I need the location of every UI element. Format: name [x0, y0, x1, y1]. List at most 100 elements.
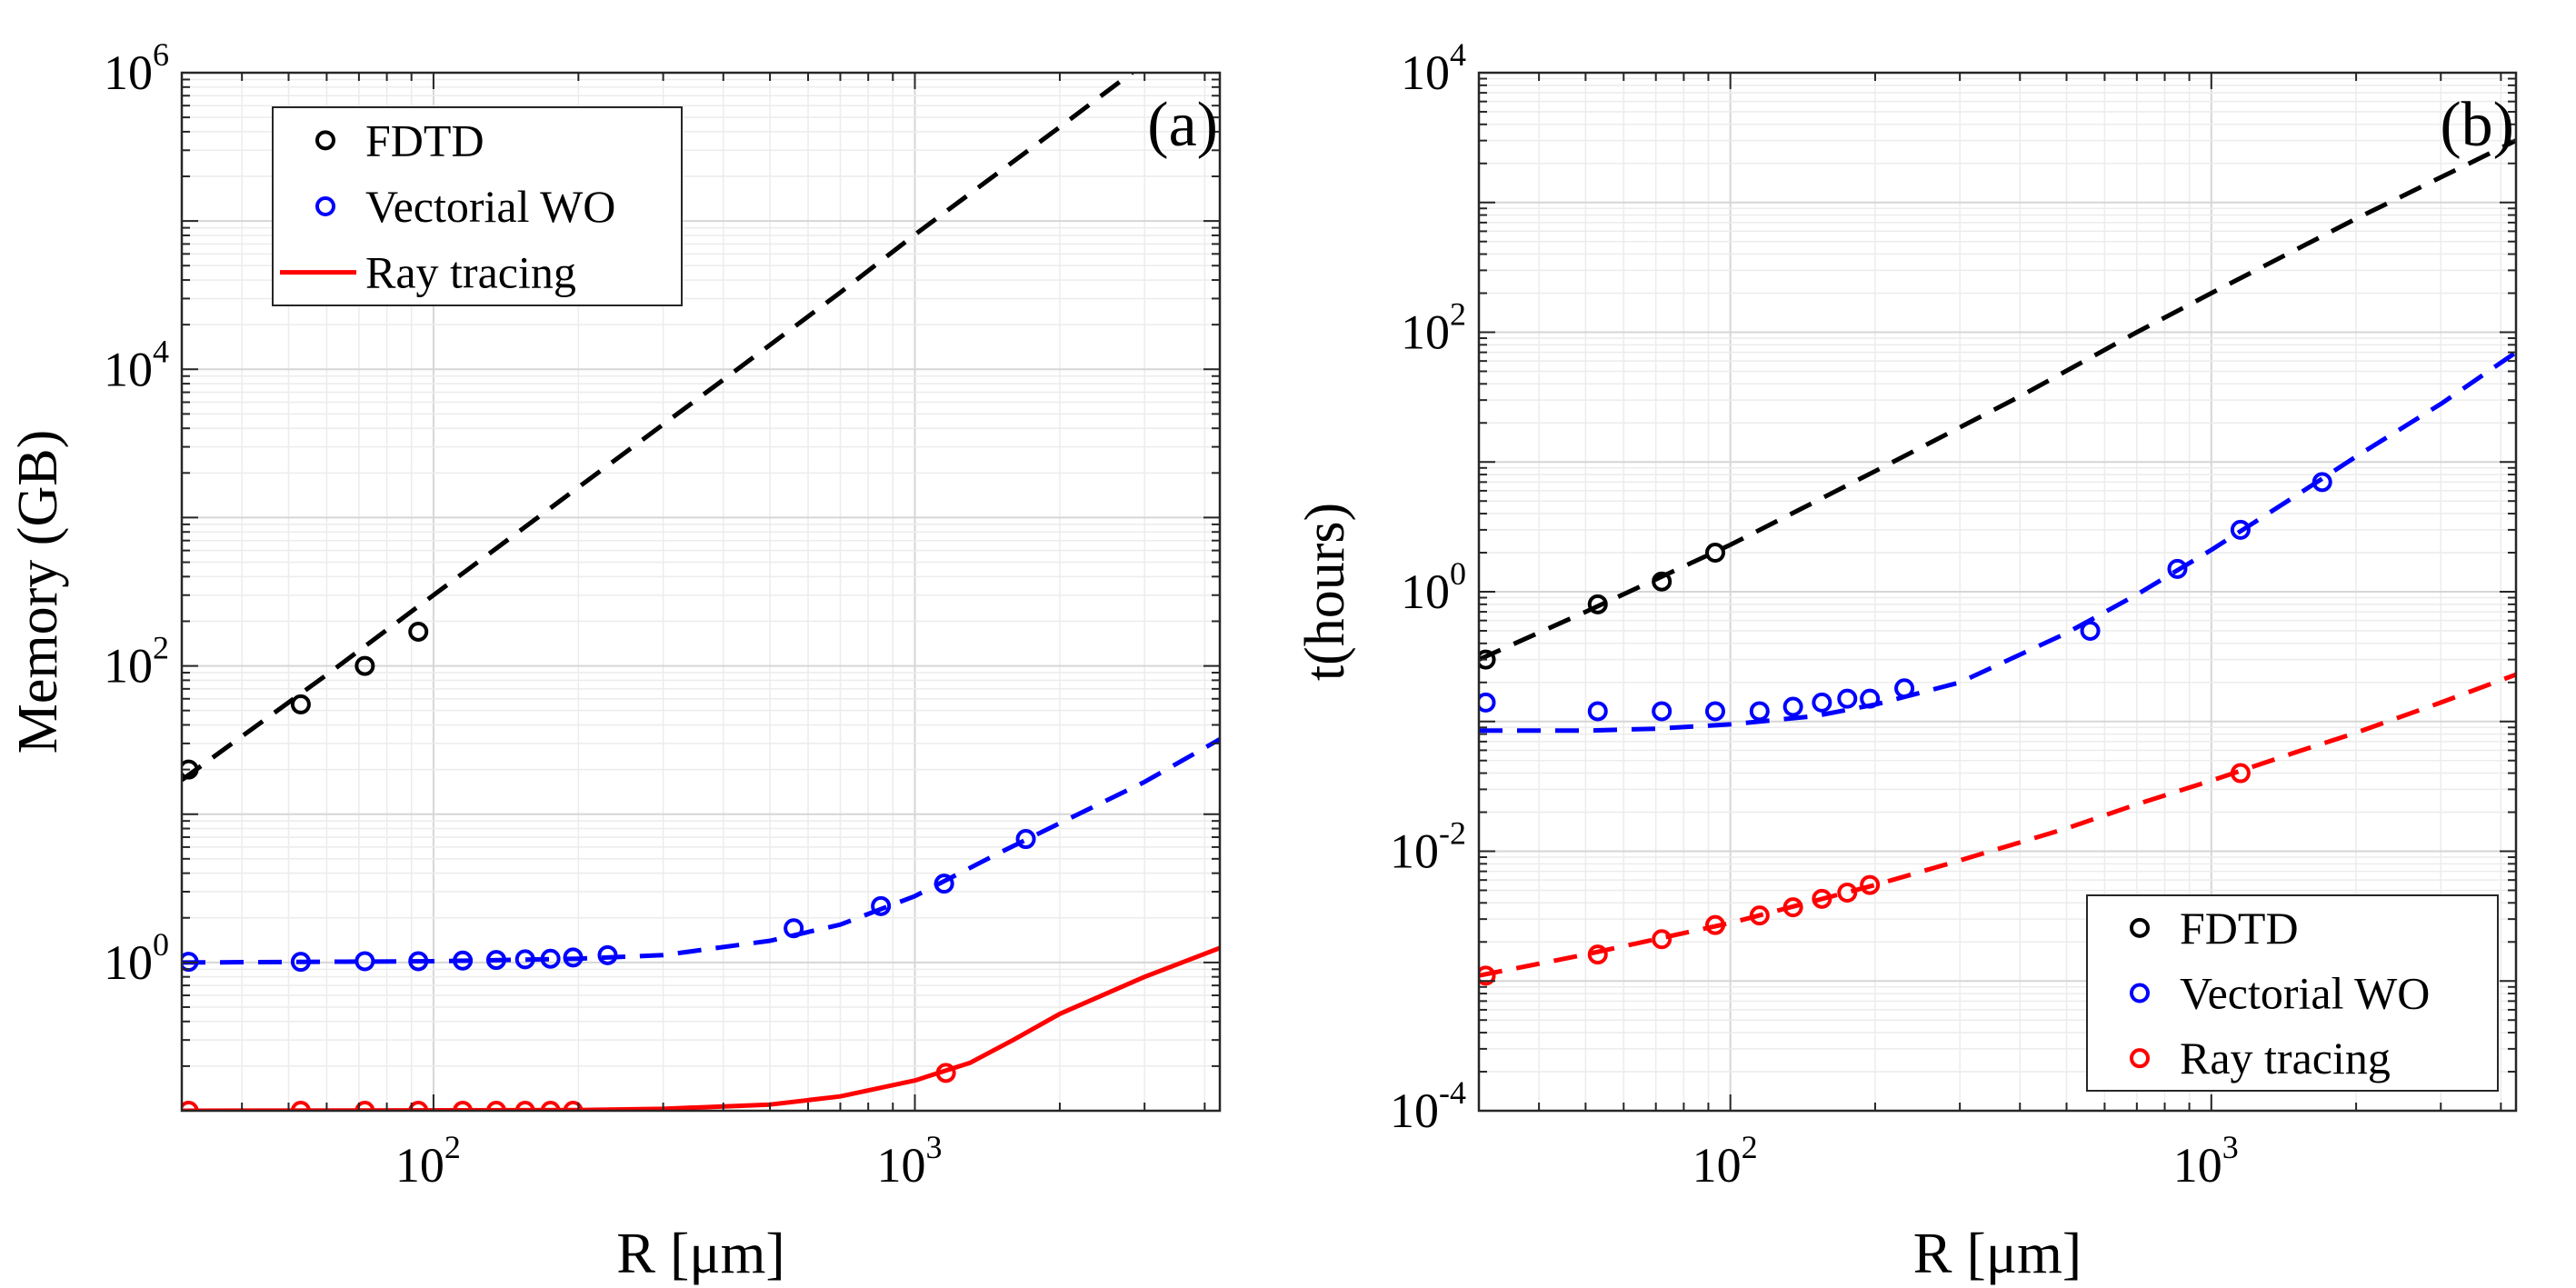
y-tick-base: 10 [1401, 45, 1450, 100]
vectorial-wo-point [453, 950, 474, 971]
legend-ray-tracing-label: Ray tracing [365, 247, 576, 298]
ray-tracing-point [408, 1101, 429, 1111]
x-tick-exponent: 2 [444, 1129, 461, 1165]
vectorial-wo-point [1749, 701, 1770, 722]
ray-tracing-point [1479, 965, 1496, 986]
vectorial-wo-point [540, 948, 561, 969]
ray-tracing-fit-line [182, 945, 1220, 1111]
fdtd-point [1479, 649, 1496, 670]
x-tick-label: 102 [1692, 1129, 1758, 1193]
x-tick-base: 10 [1692, 1138, 1742, 1193]
ray-tracing-point [1652, 929, 1672, 950]
vectorial-wo-point [1704, 701, 1725, 722]
legend-fdtd-label: FDTD [365, 115, 484, 165]
ray-tracing-point [1587, 944, 1608, 965]
vectorial-wo-point [1860, 688, 1881, 709]
y-tick-label: 104 [1401, 36, 1466, 100]
y-axis-label: t(hours) [1294, 503, 1356, 681]
vectorial-wo-point [2167, 558, 2188, 579]
legend-vectorial-wo-marker [315, 196, 335, 216]
y-tick-label: 106 [104, 36, 169, 100]
y-tick-exponent: -4 [1439, 1074, 1466, 1111]
ray-tracing-point [485, 1101, 506, 1111]
legend-ray-tracing-label: Ray tracing [2180, 1033, 2391, 1083]
y-tick-base: 10 [104, 935, 153, 990]
fdtd-point [1704, 543, 1725, 564]
vectorial-wo-point [1015, 829, 1036, 850]
vectorial-wo-point [2080, 620, 2101, 641]
y-tick-base: 10 [104, 45, 153, 100]
ray-tracing-point [1704, 914, 1725, 935]
legend-box [2086, 894, 2499, 1092]
legend-fdtd-label: FDTD [2180, 903, 2299, 954]
tick-marks [1478, 72, 2516, 1112]
grid [1478, 72, 2516, 1112]
vectorial-wo-fit-line [1479, 350, 2516, 734]
y-tick-label: 102 [104, 630, 169, 694]
ray-tracing-point [290, 1101, 311, 1111]
plot-area [1479, 138, 2516, 986]
x-tick-exponent: 3 [2222, 1129, 2239, 1165]
y-tick-exponent: 0 [1450, 555, 1466, 592]
vectorial-wo-point [597, 944, 618, 965]
vectorial-wo-point [354, 951, 375, 972]
legend-fdtd-marker [315, 130, 335, 151]
axes-box [180, 71, 1222, 1113]
fdtd-point [1652, 571, 1672, 592]
legend: FDTD Vectorial WO Ray tracing [2086, 894, 2499, 1092]
x-tick-exponent: 3 [926, 1129, 943, 1165]
vectorial-wo-fit-line [182, 737, 1220, 965]
vectorial-wo-point [1812, 692, 1832, 713]
y-tick-label: 100 [104, 926, 169, 990]
x-tick-exponent: 2 [1742, 1129, 1758, 1165]
y-axis-label: Memory (GB) [7, 430, 69, 754]
vectorial-wo-point [1652, 701, 1672, 722]
ray-tracing-point [514, 1101, 535, 1111]
fdtd-point [1587, 594, 1608, 614]
fdtd-fit-line [182, 73, 1136, 783]
ray-tracing-point [1782, 897, 1803, 918]
vectorial-wo-point [485, 950, 506, 971]
legend-vectorial-wo-label: Vectorial WO [365, 181, 615, 232]
x-tick-base: 10 [395, 1138, 444, 1193]
y-tick-base: 10 [104, 639, 153, 694]
y-tick-exponent: 2 [1450, 296, 1466, 333]
legend-vectorial-wo-marker [2130, 983, 2150, 1003]
ray-tracing-point [182, 1101, 199, 1111]
fdtd-point [354, 655, 375, 676]
vectorial-wo-point [1479, 692, 1496, 713]
vectorial-wo-point [408, 951, 429, 972]
vectorial-wo-point [934, 874, 954, 894]
legend-vectorial-wo-label: Vectorial WO [2180, 968, 2430, 1019]
ray-tracing-point [453, 1101, 474, 1111]
x-tick-label: 103 [2173, 1129, 2239, 1193]
y-tick-exponent: 4 [1450, 36, 1466, 73]
vectorial-wo-point [1894, 678, 1915, 699]
y-tick-exponent: 0 [153, 926, 169, 963]
x-tick-base: 10 [877, 1138, 926, 1193]
y-tick-label: 104 [104, 333, 169, 396]
legend-fdtd-marker [2130, 917, 2150, 938]
y-tick-label: 102 [1401, 296, 1466, 360]
fdtd-point [182, 759, 199, 780]
x-tick-label: 102 [395, 1129, 461, 1193]
x-axis-label: R [μm] [616, 1221, 784, 1285]
y-tick-label: 10-2 [1390, 815, 1466, 879]
vectorial-wo-point [1837, 688, 1858, 709]
vectorial-wo-point [2311, 472, 2332, 493]
y-tick-exponent: 2 [153, 630, 169, 666]
ray-tracing-point [563, 1101, 584, 1111]
y-tick-label: 100 [1401, 555, 1466, 619]
y-tick-base: 10 [1401, 305, 1450, 360]
panel-label: (a) [1147, 90, 1218, 160]
y-tick-label: 10-4 [1390, 1074, 1466, 1138]
fdtd-point [290, 694, 311, 714]
ray-tracing-point [1749, 905, 1770, 926]
x-tick-label: 103 [877, 1129, 943, 1193]
ray-tracing-point [2230, 763, 2251, 784]
y-tick-base: 10 [1401, 564, 1450, 619]
fdtd-point [408, 621, 429, 642]
